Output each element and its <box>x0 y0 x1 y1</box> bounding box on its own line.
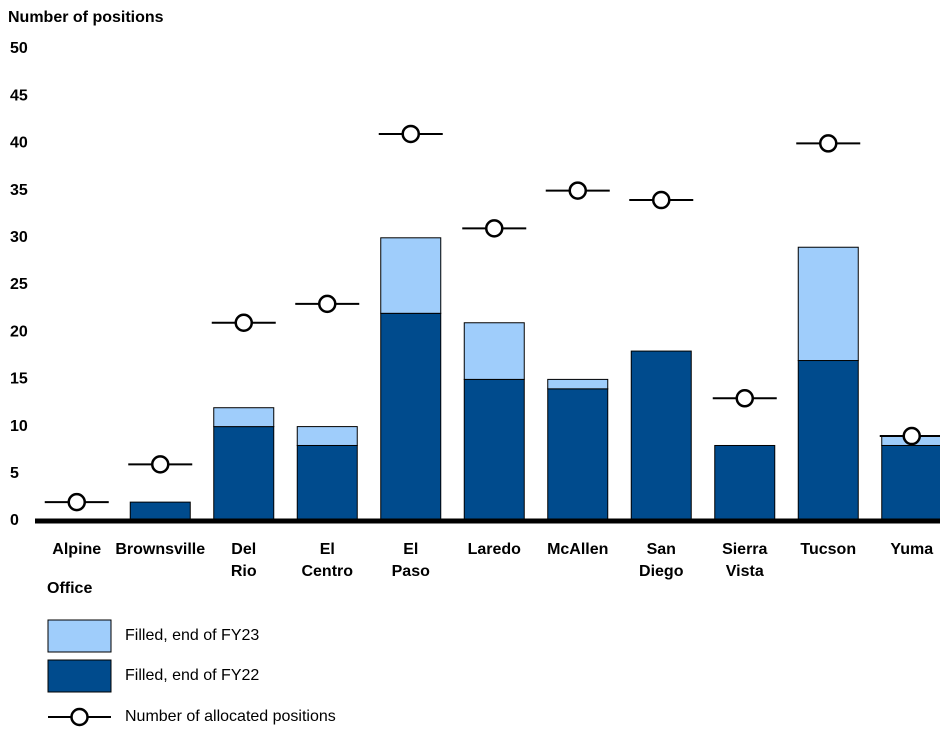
allocated-marker <box>545 181 610 200</box>
marker-circle <box>485 219 504 238</box>
x-tick-label: Laredo <box>468 541 522 558</box>
marker-circle <box>401 124 420 144</box>
marker-circle <box>67 492 86 512</box>
y-tick-label: 20 <box>10 323 28 340</box>
marker-circle <box>568 181 587 200</box>
bar-segment <box>714 444 776 522</box>
marker-circle <box>902 426 921 446</box>
x-tick-label: Tucson <box>800 541 856 558</box>
x-tick-label: Del Rio <box>231 541 257 580</box>
bar-segment <box>881 444 940 522</box>
allocated-marker <box>462 219 527 238</box>
x-tick-label: El Centro <box>301 541 353 580</box>
allocated-marker <box>128 455 193 474</box>
bar-segment <box>547 388 609 522</box>
legend-swatch <box>47 659 112 693</box>
x-tick-label: San Diego <box>639 541 684 580</box>
marker-circle <box>234 313 253 333</box>
allocated-marker <box>211 313 276 333</box>
marker-circle <box>652 190 671 210</box>
bar-segment <box>213 426 275 522</box>
y-tick-label: 45 <box>10 87 28 104</box>
legend-label: Filled, end of FY23 <box>125 627 259 644</box>
legend-label: Filled, end of FY22 <box>125 667 259 684</box>
bar-segment <box>296 444 358 522</box>
x-tick-label: Sierra Vista <box>722 541 767 580</box>
bar-segment <box>213 407 275 428</box>
bar-segment <box>380 237 442 314</box>
y-tick-label: 5 <box>10 465 19 482</box>
allocated-marker <box>295 294 360 314</box>
allocated-marker <box>629 190 694 210</box>
allocated-marker <box>712 389 777 408</box>
y-tick-label: 0 <box>10 512 19 529</box>
y-tick-label: 30 <box>10 229 28 246</box>
marker-circle <box>151 455 170 474</box>
marker-circle <box>318 294 337 314</box>
bar-segment <box>129 501 191 522</box>
y-tick-label: 10 <box>10 418 28 435</box>
x-tick-label: El Paso <box>392 541 430 580</box>
bar-segment <box>547 378 609 390</box>
legend-swatch <box>47 619 112 653</box>
x-tick-label: Yuma <box>890 541 933 558</box>
bar-segment <box>630 350 692 522</box>
legend-circle <box>70 707 89 727</box>
y-axis-title: Number of positions <box>8 9 164 26</box>
bar-segment <box>463 378 525 522</box>
x-tick-label: McAllen <box>547 541 608 558</box>
legend-label: Number of allocated positions <box>125 708 336 725</box>
y-tick-label: 25 <box>10 276 28 293</box>
bar-segment <box>797 360 859 522</box>
bar-segment <box>463 322 525 380</box>
bar-segment <box>296 426 358 446</box>
allocated-marker <box>44 492 109 512</box>
bar-segment <box>380 312 442 522</box>
y-tick-label: 15 <box>10 371 28 388</box>
marker-circle <box>735 389 754 408</box>
allocated-marker <box>796 134 861 153</box>
allocated-marker <box>879 426 940 446</box>
marker-circle <box>819 134 838 153</box>
x-axis-title: Office <box>47 580 92 597</box>
bar-segment <box>797 246 859 362</box>
x-tick-label: Brownsville <box>115 541 205 558</box>
x-tick-label: Alpine <box>52 541 101 558</box>
allocated-marker <box>378 124 443 144</box>
y-tick-label: 35 <box>10 182 28 199</box>
y-tick-label: 50 <box>10 40 28 57</box>
y-tick-label: 40 <box>10 135 28 152</box>
